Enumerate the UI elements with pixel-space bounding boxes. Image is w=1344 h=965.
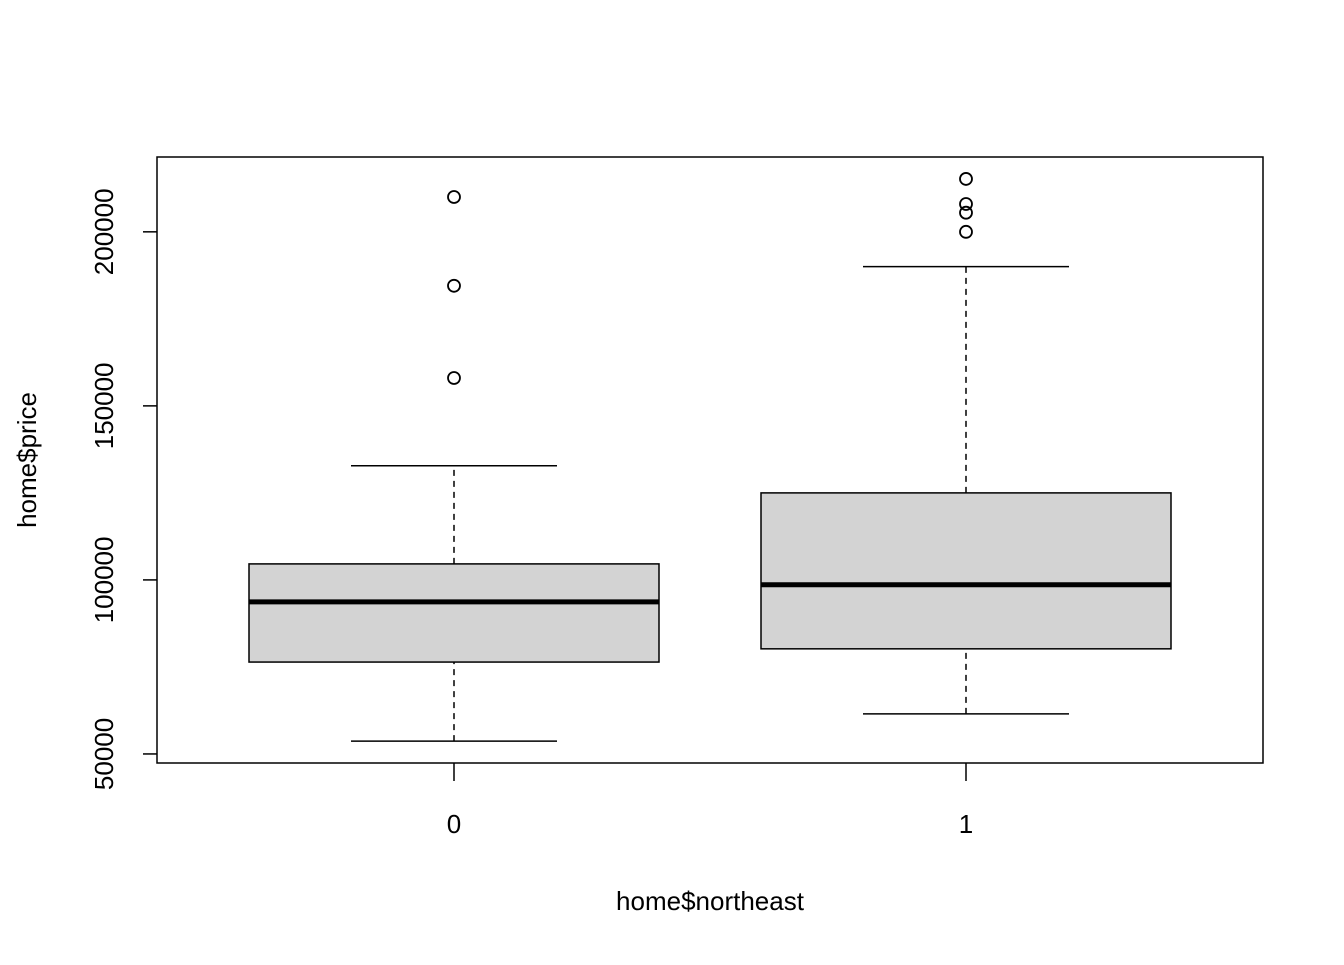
x-axis-label: home$northeast (616, 886, 805, 916)
outlier (447, 371, 461, 385)
plot-frame (156, 156, 1264, 764)
x-tick-label: 0 (447, 809, 461, 839)
outlier (447, 278, 461, 293)
y-tick-label: 50000 (89, 718, 119, 790)
outlier (959, 197, 973, 211)
y-axis-label: home$price (12, 392, 42, 528)
outlier (959, 205, 973, 220)
y-tick-label: 150000 (89, 362, 119, 449)
outlier (959, 172, 973, 186)
y-tick-label: 100000 (89, 537, 119, 624)
x-tick-label: 1 (959, 809, 973, 839)
y-tick-label: 200000 (89, 188, 119, 275)
box (248, 563, 660, 663)
outlier (447, 190, 461, 204)
box (760, 492, 1172, 650)
outlier (959, 224, 973, 239)
